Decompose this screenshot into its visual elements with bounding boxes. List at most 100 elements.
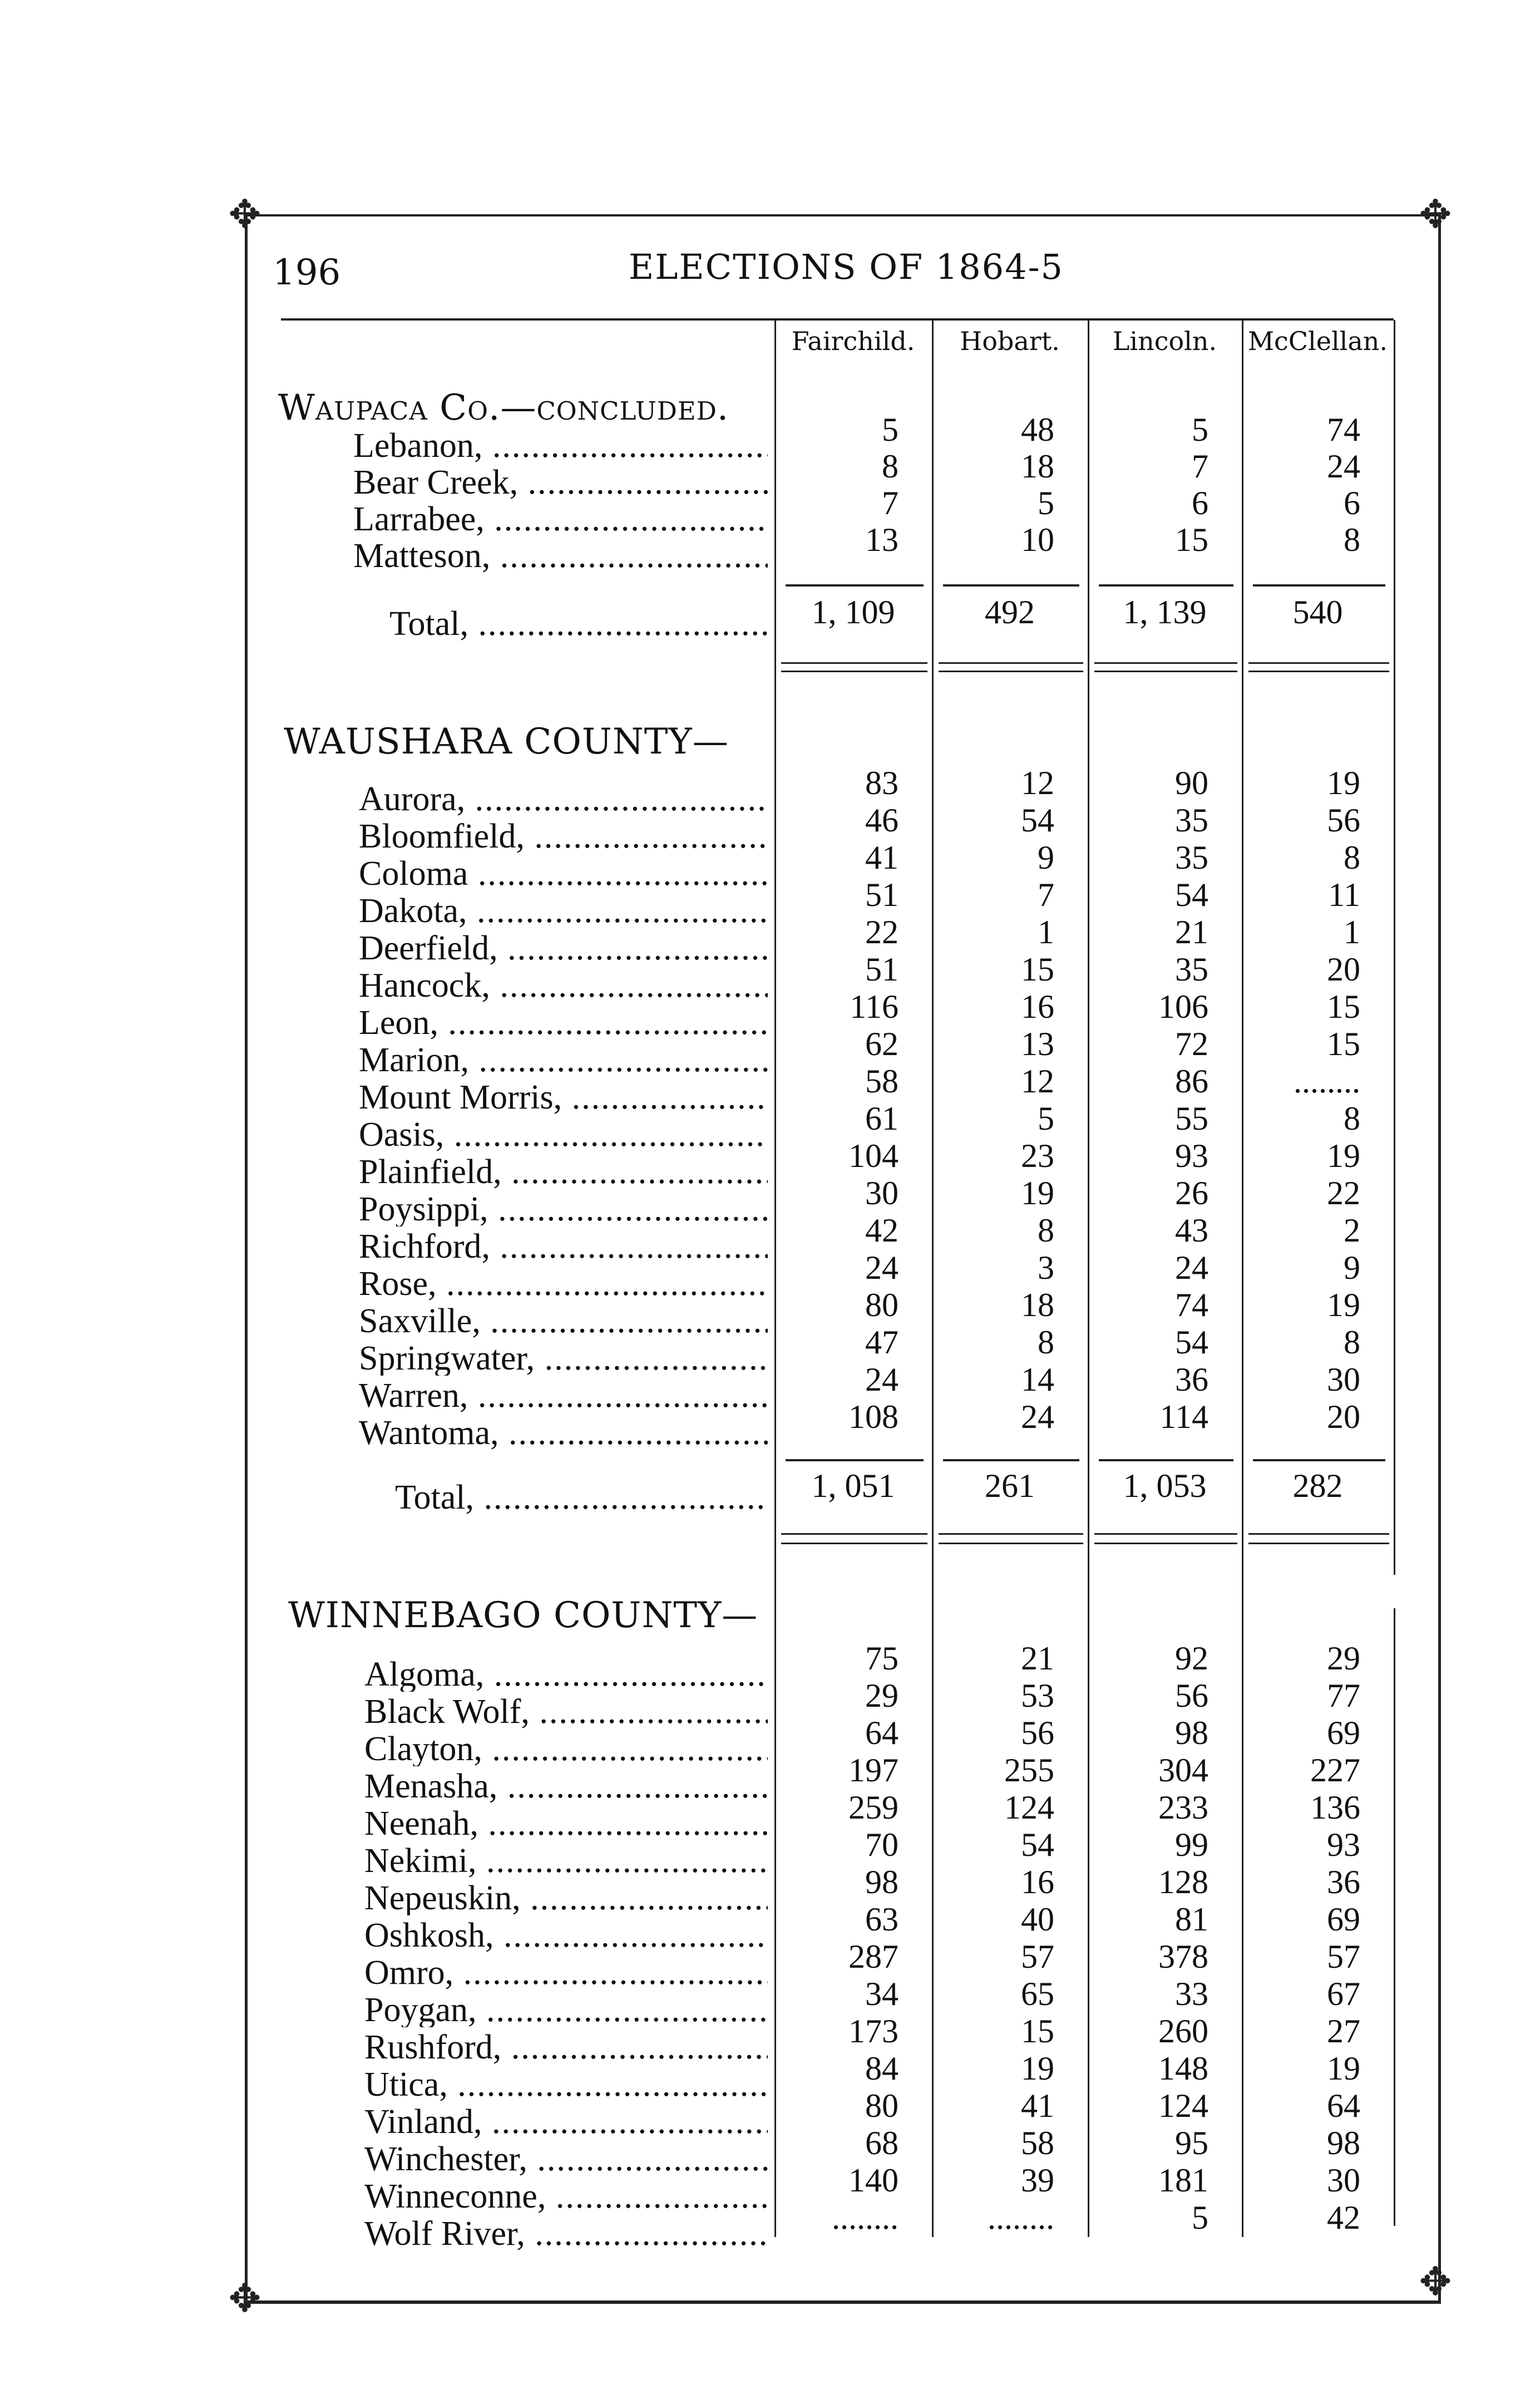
row-label: Deerfield, .............................… — [359, 931, 768, 965]
row-label: Lebanon, ...............................… — [353, 428, 768, 463]
section-heading: WINNEBAGO COUNTY— — [288, 1595, 758, 1636]
cell-value: 63 — [865, 1901, 899, 1938]
cell-value: 19 — [1327, 765, 1360, 801]
cell-value: 15 — [1327, 1026, 1360, 1062]
table-rule — [943, 1459, 1079, 1461]
leader-dots: ........................................… — [477, 856, 768, 891]
row-name: Menasha, — [364, 1769, 498, 1804]
leader-dots: ........................................… — [486, 1993, 768, 2027]
table-rule — [1248, 1543, 1389, 1544]
table-rule — [939, 671, 1083, 672]
cell-value: 8 — [1038, 1212, 1054, 1249]
cell-value: 64 — [1327, 2087, 1360, 2124]
row-name: Rose, — [359, 1267, 437, 1301]
table-rule — [939, 1533, 1083, 1535]
leader-dots: ........................................… — [463, 1955, 768, 1990]
row-name: Rushford, — [364, 2030, 502, 2065]
row-name: Neenah, — [364, 1806, 478, 1841]
leader-dots: ........................................… — [492, 428, 768, 463]
row-name: Coloma — [359, 856, 468, 891]
row-name: Winchester, — [364, 2142, 527, 2176]
row-name: Omro, — [364, 1955, 454, 1990]
leader-dots: ........................................… — [477, 894, 768, 928]
cell-value: 16 — [1021, 988, 1054, 1025]
cell-value: 21 — [1175, 914, 1208, 950]
cell-value: 46 — [865, 802, 899, 839]
total-value: 261 — [985, 1467, 1035, 1504]
cell-value: 29 — [1327, 1640, 1360, 1677]
cell-value: 304 — [1158, 1752, 1208, 1789]
row-name: Utica, — [364, 2067, 448, 2102]
leader-dots: ........................................… — [511, 2030, 768, 2065]
cell-value: 8 — [1038, 1324, 1054, 1361]
page-title: ELECTIONS OF 1864-5 — [629, 247, 1064, 287]
table-rule — [781, 671, 927, 672]
row-label: Clayton, ...............................… — [364, 1732, 768, 1766]
cell-value: 36 — [1175, 1361, 1208, 1398]
row-label: Poysippi, ..............................… — [359, 1192, 768, 1226]
cell-value: 74 — [1327, 411, 1360, 448]
cell-value: 95 — [1175, 2125, 1208, 2161]
cell-value: 15 — [1021, 951, 1054, 988]
total-value: 1, 109 — [811, 594, 895, 630]
cell-value: 20 — [1327, 1398, 1360, 1435]
row-name: Algoma, — [364, 1657, 485, 1692]
row-label: Rushford, ..............................… — [364, 2030, 768, 2065]
cell-value: 9 — [1038, 839, 1054, 876]
cell-value: 81 — [1175, 1901, 1208, 1938]
cell-value: 54 — [1175, 876, 1208, 913]
table-rule — [939, 662, 1083, 664]
leader-dots: ........................................… — [483, 1480, 768, 1515]
cell-value: 19 — [1021, 2050, 1054, 2087]
leader-dots: ........................................… — [500, 968, 768, 1003]
row-name: Wantoma, — [359, 1416, 499, 1450]
cell-value: 86 — [1175, 1063, 1208, 1100]
page-number: 196 — [273, 252, 341, 293]
cell-value: 260 — [1158, 2013, 1208, 2050]
section-heading: WAUSHARA COUNTY— — [284, 721, 729, 762]
cell-value: 54 — [1021, 802, 1054, 839]
row-label: Poygan, ................................… — [364, 1993, 768, 2027]
table-rule — [774, 320, 776, 2237]
cell-value: 43 — [1175, 1212, 1208, 1249]
table-rule — [943, 584, 1079, 587]
header-rule — [281, 318, 1394, 321]
cell-value: 22 — [865, 914, 899, 950]
cell-value: 26 — [1175, 1175, 1208, 1211]
cell-value: 227 — [1310, 1752, 1360, 1789]
row-name: Plainfield, — [359, 1155, 502, 1189]
cell-value: 54 — [1021, 1826, 1054, 1863]
leader-dots: ........................................… — [478, 607, 768, 641]
leader-dots: ........................................… — [500, 539, 768, 573]
cell-value: 21 — [1021, 1640, 1054, 1677]
row-label: Algoma, ................................… — [364, 1657, 768, 1692]
cell-value: 108 — [848, 1398, 899, 1435]
cell-value: 69 — [1327, 1901, 1360, 1938]
cell-value: 15 — [1327, 988, 1360, 1025]
total-text: Total, — [389, 607, 469, 641]
cell-value: 93 — [1327, 1826, 1360, 1863]
cell-value: 13 — [1021, 1026, 1054, 1062]
cell-value: 23 — [1021, 1137, 1054, 1174]
leader-dots: ........................................… — [537, 2142, 768, 2176]
cell-value: 259 — [848, 1789, 899, 1826]
cell-value: 197 — [848, 1752, 899, 1789]
total-value: 282 — [1292, 1467, 1343, 1504]
cell-value: 8 — [1344, 839, 1360, 876]
cell-value: 42 — [1327, 2199, 1360, 2236]
table-rule — [1094, 662, 1237, 664]
cell-value: 15 — [1021, 2013, 1054, 2050]
row-label: Leon, ..................................… — [359, 1006, 768, 1040]
row-label: Wolf River, ............................… — [364, 2216, 768, 2251]
cell-value: 18 — [1021, 448, 1054, 485]
cell-value: 35 — [1175, 951, 1208, 988]
total-label: Total, .................................… — [395, 1480, 768, 1515]
row-label: Dakota, ................................… — [359, 894, 768, 928]
total-value: 540 — [1292, 594, 1343, 630]
table-rule — [1394, 1608, 1395, 2226]
cell-value: 62 — [865, 1026, 899, 1062]
cell-value: 5 — [1038, 485, 1054, 521]
cell-value: 41 — [1021, 2087, 1054, 2124]
total-text: Total, — [395, 1480, 475, 1515]
row-label: Aurora, ................................… — [359, 782, 768, 816]
